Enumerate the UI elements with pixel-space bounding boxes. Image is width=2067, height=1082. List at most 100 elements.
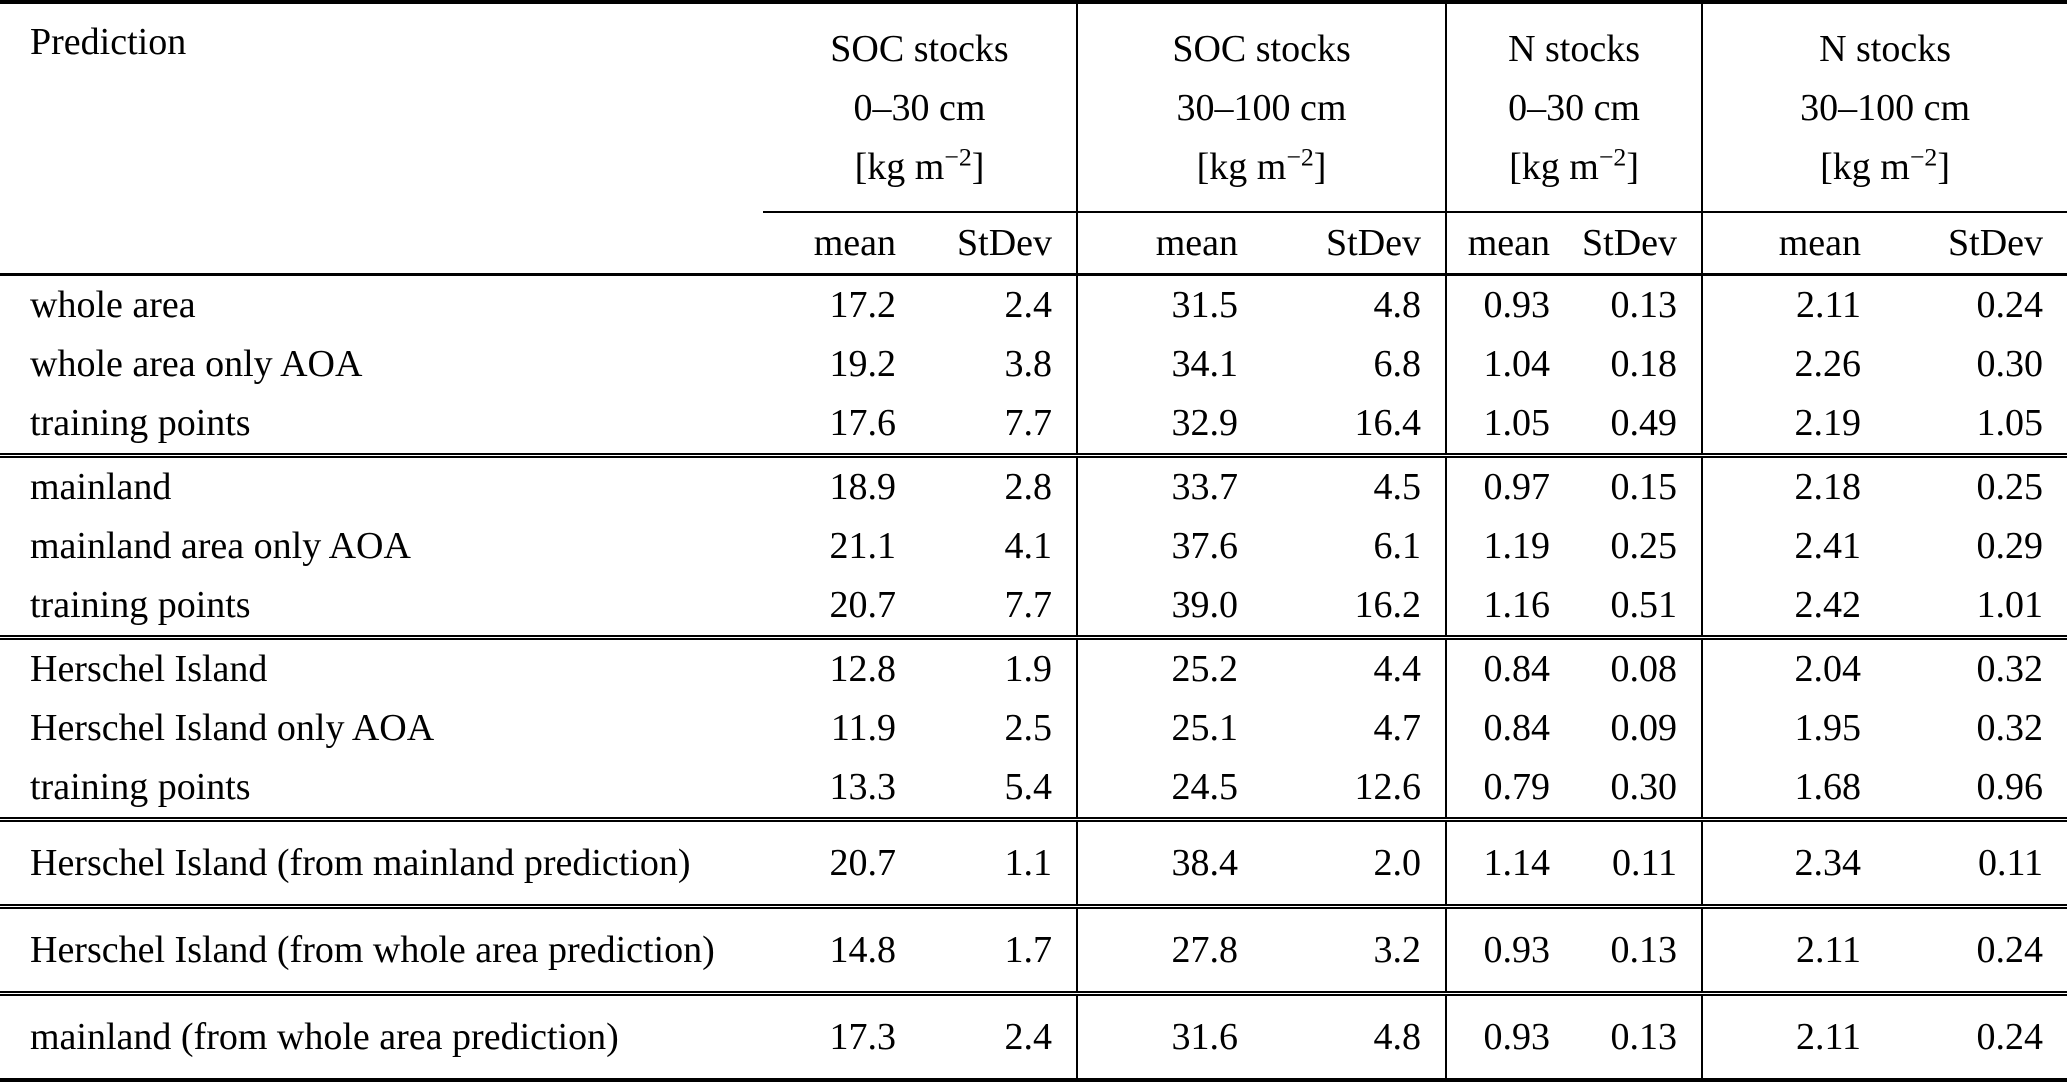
value-cell: 6.1 [1373,525,1422,568]
group-depth: 30–100 cm [1800,86,1971,129]
value-cell: 0.25 [1976,466,2044,509]
value-cell: 20.7 [829,584,897,627]
unit-close: ] [1937,145,1950,188]
value-cell: 25.1 [1076,698,1263,758]
unit-exponent: −2 [1909,142,1938,172]
value-cell: 2.42 [1701,575,1886,638]
value-cell: 0.84 [1445,698,1575,758]
group-unit: [kg m−2] [763,138,1076,197]
value-cell: 31.5 [1076,274,1263,335]
section-mainland: mainland 18.9 2.8 33.7 4.5 0.97 0.15 2.1… [0,455,2067,638]
row-label: training points [30,402,251,445]
column-group-n-30-100: N stocks 30–100 cm [kg m−2] [1701,2,2067,213]
header-group-row: Prediction SOC stocks 0–30 cm [kg m−2] S… [0,2,2067,276]
value-cell: 1.16 [1445,575,1575,638]
column-group-soc-30-100: SOC stocks 30–100 cm [kg m−2] [1076,2,1447,213]
value-cell: 0.79 [1445,757,1575,820]
value-cell: 0.24 [1976,928,2044,971]
unit-open: [kg m [1820,145,1910,188]
group-depth: 0–30 cm [853,86,986,129]
value-cell: 1.04 [1445,334,1575,394]
value-cell: 4.1 [1004,525,1053,568]
value-cell: 0.30 [1976,343,2044,386]
value-cell: 17.6 [829,402,897,445]
value-cell: 5.4 [1004,766,1053,809]
group-name: SOC stocks [830,28,1009,70]
subheader-stdev: StDev [1885,211,2067,276]
unit-open: [kg m [1196,145,1287,188]
value-cell: 1.01 [1976,584,2044,627]
value-cell: 1.19 [1445,516,1575,576]
unit-close: ] [1313,145,1327,188]
value-cell: 0.49 [1610,402,1678,445]
table-row: whole area only AOA 19.2 3.8 34.1 6.8 1.… [0,334,2067,394]
value-cell: 3.8 [1004,343,1053,386]
value-cell: 2.11 [1701,993,1886,1080]
value-cell: 12.8 [829,648,897,691]
row-label: mainland (from whole area prediction) [30,1015,619,1058]
value-cell: 1.14 [1445,819,1575,907]
value-cell: 34.1 [1076,334,1263,394]
value-cell: 0.13 [1610,1015,1678,1058]
value-cell: 37.6 [1076,516,1263,576]
value-cell: 4.8 [1373,284,1422,327]
column-group-soc-0-30: SOC stocks 0–30 cm [kg m−2] [763,2,1078,213]
value-cell: 0.96 [1976,766,2044,809]
row-label: mainland [30,466,172,509]
table-row: mainland 18.9 2.8 33.7 4.5 0.97 0.15 2.1… [0,455,2067,517]
value-cell: 12.6 [1354,766,1422,809]
row-label: Herschel Island only AOA [30,707,435,750]
value-cell: 2.18 [1701,455,1886,517]
subheader-mean: mean [763,211,920,276]
subheader-stdev: StDev [1574,211,1703,276]
group-name: SOC stocks [1172,28,1351,70]
value-cell: 0.18 [1610,343,1678,386]
value-cell: 0.11 [1977,841,2044,884]
subheader-mean: mean [1701,211,1886,276]
value-cell: 6.8 [1373,343,1422,386]
table-row: whole area 17.2 2.4 31.5 4.8 0.93 0.13 2… [0,274,2067,335]
value-cell: 0.93 [1445,906,1575,994]
row-label: training points [30,766,251,809]
value-cell: 0.24 [1976,1015,2044,1058]
value-cell: 2.34 [1701,819,1886,907]
header-subrow: mean StDev mean StDev mean StDev mean St… [0,211,2067,276]
group-depth: 30–100 cm [1176,86,1347,129]
value-cell: 0.13 [1610,284,1678,327]
value-cell: 17.3 [829,1015,897,1058]
value-cell: 2.26 [1701,334,1886,394]
value-cell: 0.25 [1610,525,1678,568]
value-cell: 0.51 [1610,584,1678,627]
value-cell: 4.5 [1373,466,1422,509]
table-row: mainland (from whole area prediction) 17… [0,993,2067,1080]
table-row: training points 13.3 5.4 24.5 12.6 0.79 … [0,757,2067,820]
value-cell: 16.4 [1354,402,1422,445]
value-cell: 1.7 [1004,928,1053,971]
value-cell: 2.4 [1004,1015,1053,1058]
section-herschel-from-mainland: Herschel Island (from mainland predictio… [0,819,2067,907]
value-cell: 1.9 [1004,648,1053,691]
value-cell: 39.0 [1076,575,1263,638]
value-cell: 0.32 [1976,648,2044,691]
row-label: training points [30,584,251,627]
value-cell: 13.3 [829,766,897,809]
value-cell: 11.9 [830,707,896,750]
unit-exponent: −2 [1598,142,1627,172]
group-unit: [kg m−2] [1078,138,1445,197]
value-cell: 16.2 [1354,584,1422,627]
table-row: training points 20.7 7.7 39.0 16.2 1.16 … [0,575,2067,638]
value-cell: 0.30 [1610,766,1678,809]
value-cell: 2.04 [1701,637,1886,699]
value-cell: 0.08 [1610,648,1678,691]
value-cell: 2.4 [1004,284,1053,327]
value-cell: 1.1 [1004,841,1053,884]
value-cell: 7.7 [1004,584,1053,627]
unit-exponent: −2 [1286,142,1314,172]
value-cell: 1.68 [1701,757,1886,820]
value-cell: 0.24 [1976,284,2044,327]
value-cell: 0.93 [1445,274,1575,335]
section-herschel-from-whole-area: Herschel Island (from whole area predict… [0,906,2067,994]
value-cell: 33.7 [1076,455,1263,517]
table-row: Herschel Island (from whole area predict… [0,906,2067,994]
table-row: Herschel Island only AOA 11.9 2.5 25.1 4… [0,698,2067,758]
